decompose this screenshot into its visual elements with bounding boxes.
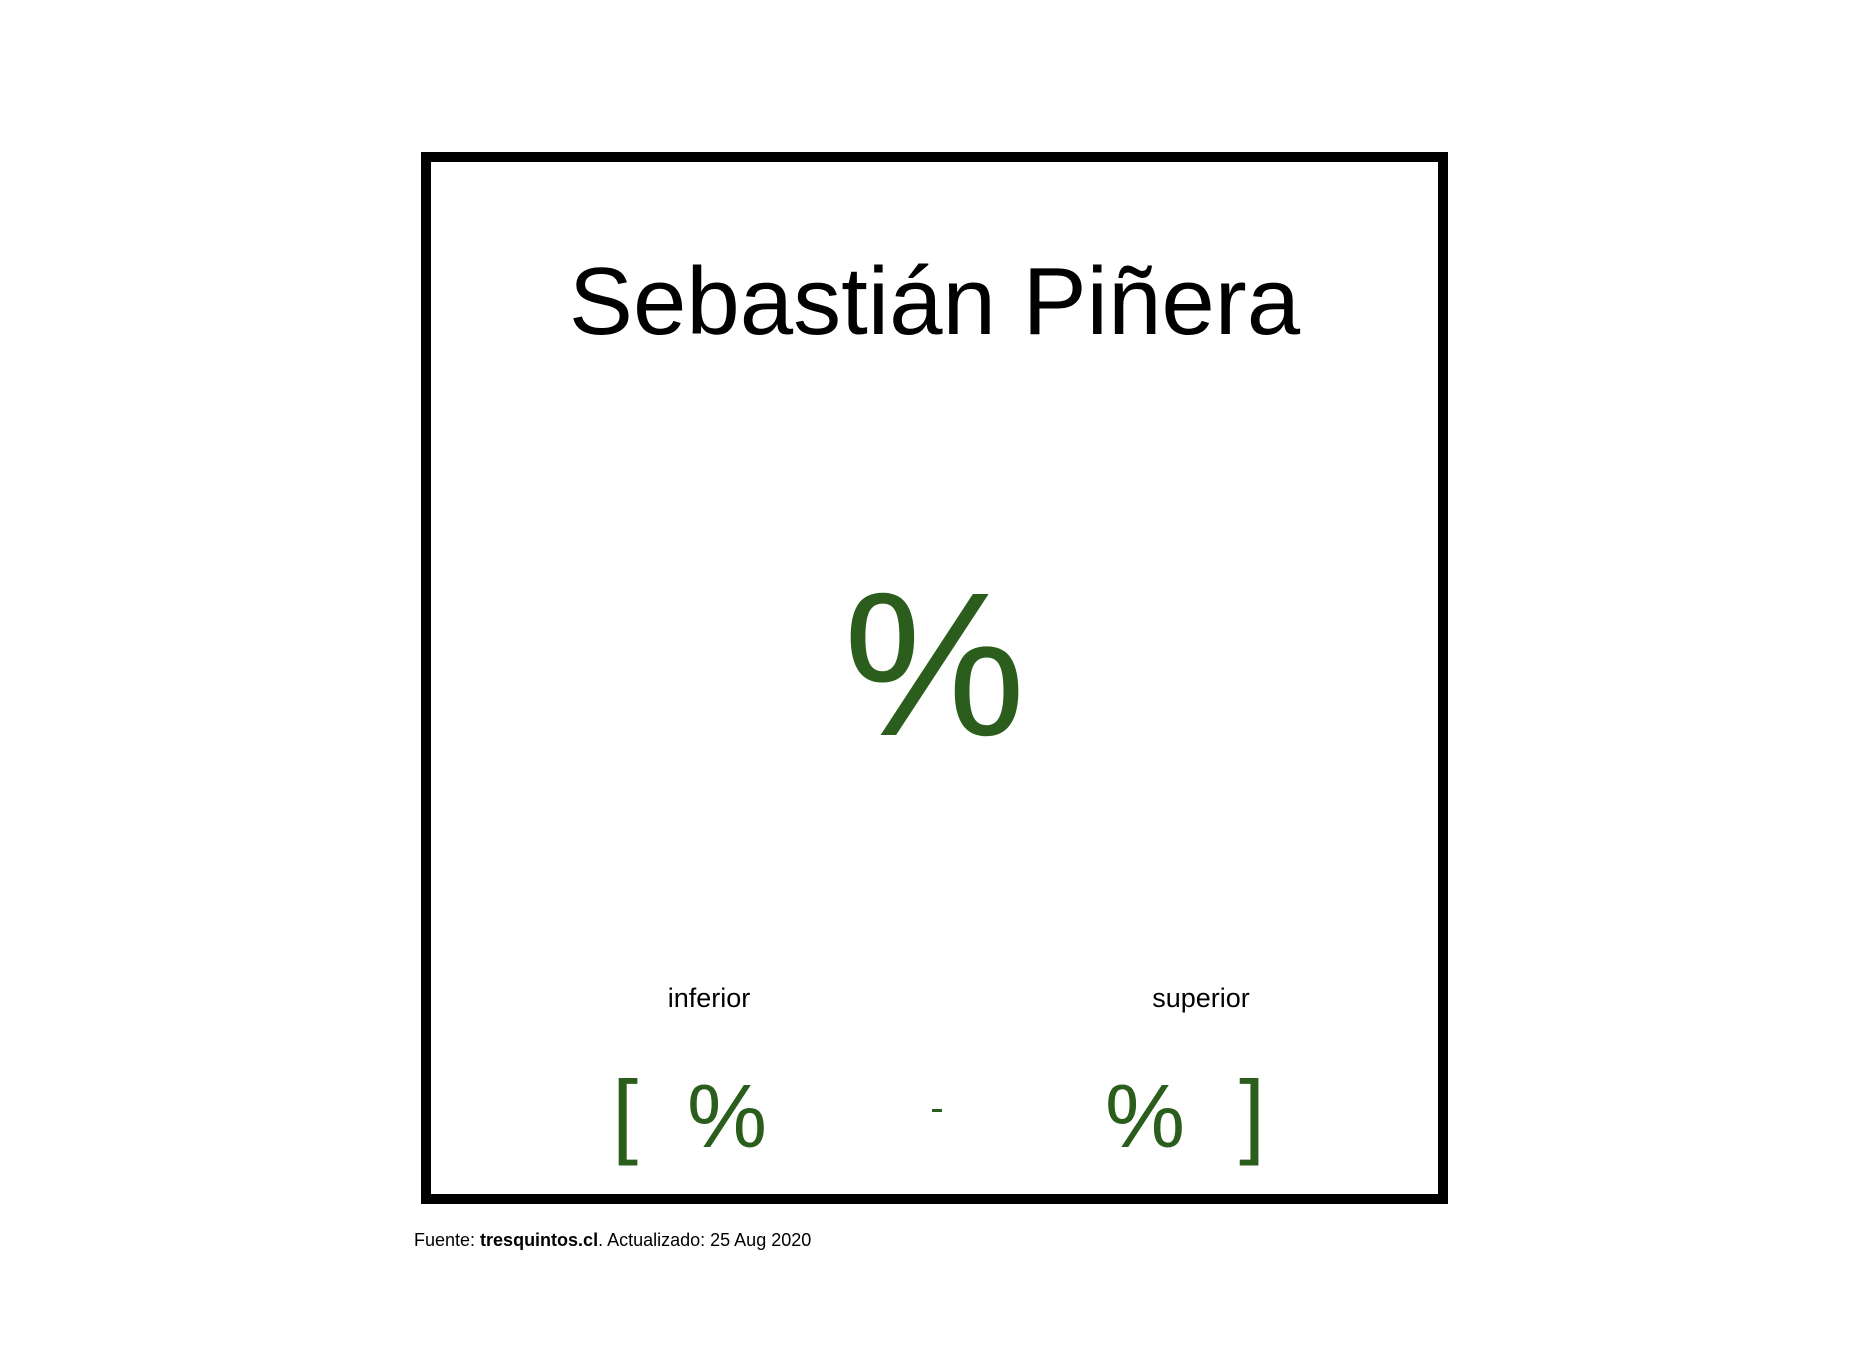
upper-bound-value: % [1105, 1072, 1185, 1162]
updated-date: . Actualizado: 25 Aug 2020 [598, 1230, 811, 1250]
interval-open-bracket: [ [612, 1067, 638, 1161]
candidate-card: Sebastián Piñera % inferior superior [ %… [421, 152, 1448, 1204]
source-prefix: Fuente: [414, 1230, 480, 1250]
upper-bound-label: superior [1091, 985, 1311, 1012]
lower-bound-value: % [687, 1072, 767, 1162]
interval-close-bracket: ] [1239, 1067, 1265, 1161]
lower-bound-label: inferior [599, 985, 819, 1012]
candidate-name: Sebastián Piñera [431, 254, 1438, 350]
source-name: tresquintos.cl [480, 1230, 598, 1250]
main-percentage: % [431, 562, 1438, 767]
interval-separator [932, 1109, 942, 1112]
source-footer: Fuente: tresquintos.cl. Actualizado: 25 … [414, 1231, 811, 1249]
